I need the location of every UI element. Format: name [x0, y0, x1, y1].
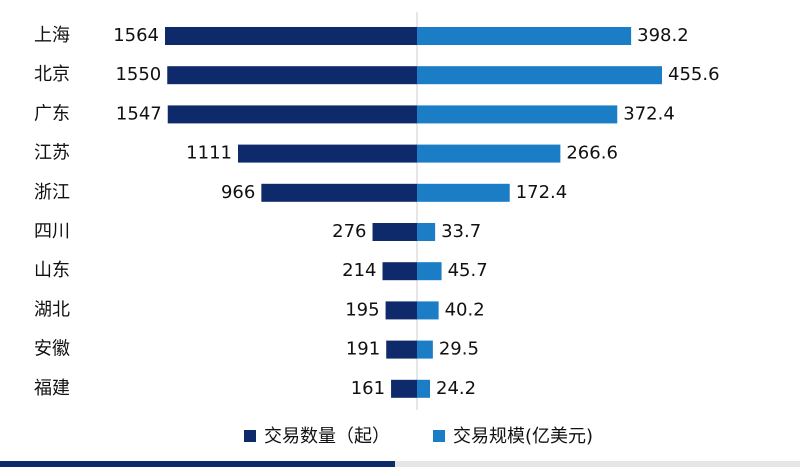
legend-label: 交易数量（起） [264, 426, 390, 447]
bar [391, 379, 417, 398]
bar [417, 27, 632, 45]
bar [167, 66, 417, 85]
footer-bar-rest [395, 461, 800, 467]
value-label: 1111 [186, 143, 232, 164]
value-label: 191 [346, 339, 380, 360]
bar [382, 262, 417, 281]
category-label: 四川 [34, 221, 70, 242]
bar [386, 340, 417, 359]
category-label: 浙江 [34, 182, 70, 203]
value-label: 1564 [113, 25, 159, 46]
value-label: 195 [345, 299, 379, 320]
value-label: 398.2 [637, 25, 689, 46]
value-label: 172.4 [516, 182, 568, 203]
category-label: 山东 [34, 260, 70, 281]
category-label: 上海 [34, 25, 70, 46]
value-label: 40.2 [445, 299, 485, 320]
bar [417, 262, 442, 281]
bar [417, 301, 439, 320]
category-label: 江苏 [34, 143, 70, 164]
bar [417, 340, 433, 359]
value-label: 1547 [116, 103, 162, 124]
value-label: 24.2 [436, 378, 476, 399]
legend-label: 交易规模(亿美元) [453, 426, 593, 447]
bar [417, 144, 561, 163]
value-label: 966 [221, 182, 255, 203]
bar [417, 183, 510, 202]
value-label: 1550 [115, 64, 161, 85]
value-label: 161 [351, 378, 385, 399]
value-label: 45.7 [448, 260, 488, 281]
bar [417, 379, 431, 398]
bar [237, 144, 417, 163]
category-label: 广东 [34, 103, 70, 124]
value-label: 276 [332, 221, 366, 242]
footer-bar [0, 461, 395, 467]
bar [261, 183, 417, 202]
value-label: 29.5 [439, 339, 479, 360]
category-label: 湖北 [34, 299, 70, 320]
value-label: 33.7 [441, 221, 481, 242]
bar [167, 105, 417, 124]
value-label: 266.6 [566, 143, 618, 164]
value-label: 455.6 [668, 64, 720, 85]
value-label: 372.4 [623, 103, 675, 124]
bar [165, 27, 417, 45]
legend-swatch [244, 430, 256, 442]
bar [417, 105, 618, 124]
bar [417, 66, 662, 85]
category-label: 安徽 [34, 339, 70, 360]
bar [417, 223, 436, 241]
category-label: 福建 [34, 378, 70, 399]
bar [372, 223, 417, 241]
bar [385, 301, 417, 320]
legend-swatch [433, 430, 445, 442]
category-label: 北京 [34, 64, 70, 85]
value-label: 214 [342, 260, 376, 281]
